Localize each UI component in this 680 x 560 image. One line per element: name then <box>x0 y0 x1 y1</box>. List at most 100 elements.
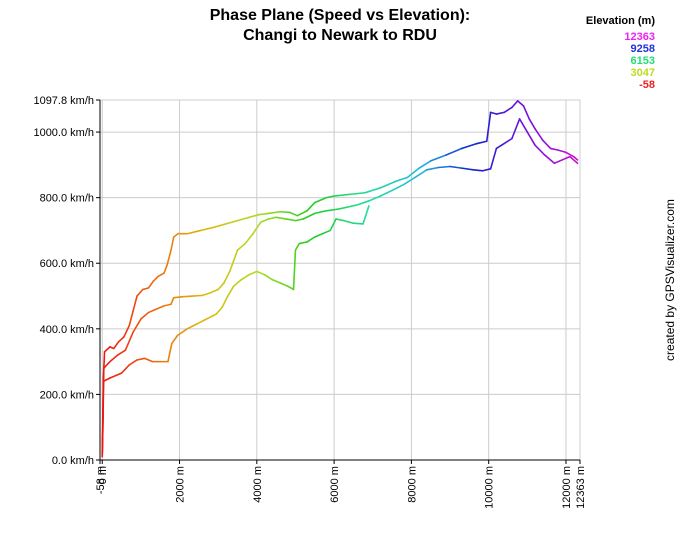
series-segment <box>379 189 393 197</box>
series-segment <box>267 210 281 215</box>
series-segment <box>124 331 134 351</box>
series-segment <box>313 209 328 215</box>
series-segment <box>472 168 484 172</box>
credit-text: created by GPSVisualizer.com <box>663 199 677 361</box>
series-segment <box>406 167 420 179</box>
series-segment <box>109 354 119 363</box>
series-segment <box>348 191 366 196</box>
series-segment <box>143 357 154 363</box>
series-segment <box>325 208 339 212</box>
y-tick-label: 400.0 km/h <box>40 324 94 336</box>
x-tick-label: 8000 m <box>406 466 418 503</box>
series-segment <box>170 296 175 306</box>
series-segment <box>329 218 337 232</box>
series-segment <box>418 160 432 169</box>
series-3 <box>101 205 370 455</box>
series-segment <box>236 216 250 222</box>
series-segment <box>225 219 239 225</box>
series-segment <box>140 311 150 320</box>
series-segment <box>182 295 194 298</box>
series-segment <box>489 147 498 170</box>
series-segment <box>152 275 160 283</box>
series-segment <box>557 149 567 154</box>
series-segment <box>495 142 505 150</box>
series-segment <box>485 111 492 143</box>
series-segment <box>333 193 351 197</box>
series-segment <box>342 219 355 225</box>
series-segment <box>294 242 301 251</box>
series-segment <box>227 285 235 297</box>
series-segment <box>522 105 531 120</box>
series-segment <box>414 168 428 179</box>
series-segment <box>325 195 335 199</box>
y-tick-label: 800.0 km/h <box>40 193 94 205</box>
x-tick-label: 12000 m <box>561 466 573 509</box>
grid-lines <box>100 99 581 460</box>
series-segment <box>109 372 123 379</box>
legend-title: Elevation (m) <box>586 15 655 27</box>
series-segment <box>209 288 219 294</box>
series-segment <box>157 272 165 278</box>
series-segment <box>511 118 521 140</box>
series-segment <box>163 264 168 274</box>
series-segment <box>298 241 308 245</box>
series-segment <box>279 210 291 214</box>
series-segment <box>335 218 345 222</box>
series-segment <box>286 285 295 291</box>
series-segment <box>252 221 262 235</box>
y-tick-label: 1000.0 km/h <box>33 127 94 139</box>
legend-entry: 9258 <box>631 43 655 55</box>
series-lines <box>101 100 579 458</box>
x-tick-label: -58 m <box>95 466 107 494</box>
series-segment <box>518 118 529 133</box>
series-segment <box>256 270 266 276</box>
series-segment <box>516 100 525 107</box>
series-segment <box>232 278 243 287</box>
series-segment <box>267 216 277 220</box>
series-segment <box>176 328 189 337</box>
series-segment <box>102 360 111 369</box>
series-segment <box>279 282 289 287</box>
series-segment <box>306 201 316 212</box>
series-segment <box>128 295 138 327</box>
x-tick-label: 6000 m <box>329 466 341 503</box>
series-segment <box>302 212 316 220</box>
series-segment <box>186 323 198 330</box>
series-segment <box>171 334 179 345</box>
series-segment <box>172 295 185 299</box>
chart-subtitle: Changi to Newark to RDU <box>243 27 437 44</box>
chart-title: Phase Plane (Speed vs Elevation): <box>210 7 471 24</box>
x-tick-label: 4000 m <box>252 466 264 503</box>
series-segment <box>306 236 316 243</box>
series-segment <box>223 270 231 284</box>
series-segment <box>123 324 131 338</box>
x-axis-ticks: -58 m0 m 2000 m 4000 m 6000 m 8000 m 10000 m 1… <box>95 460 587 509</box>
plot-frame <box>99 100 580 461</box>
series-segment <box>102 377 111 383</box>
legend-entry: -58 <box>639 79 655 91</box>
y-tick-label: 0.0 km/h <box>52 455 94 467</box>
series-segment <box>549 147 560 151</box>
series-segment <box>364 187 382 194</box>
series-segment <box>248 213 260 219</box>
series-segment <box>569 155 579 165</box>
series-segment <box>534 127 544 142</box>
series-segment <box>561 155 571 161</box>
series-segment <box>113 341 120 350</box>
series-segment <box>313 232 324 238</box>
series-segment <box>528 118 536 130</box>
series-segment <box>136 288 144 297</box>
series-segment <box>117 336 125 343</box>
series-segment <box>356 200 370 206</box>
series-segment <box>503 137 513 145</box>
series-segment <box>259 218 270 224</box>
series-segment <box>313 196 328 204</box>
series-segment <box>344 204 359 209</box>
series-segment <box>426 166 440 171</box>
series-segment <box>257 212 270 216</box>
series-segment <box>147 308 158 314</box>
legend-entry: 6153 <box>631 55 655 67</box>
series-segment <box>263 273 274 281</box>
series-segment <box>553 159 563 165</box>
